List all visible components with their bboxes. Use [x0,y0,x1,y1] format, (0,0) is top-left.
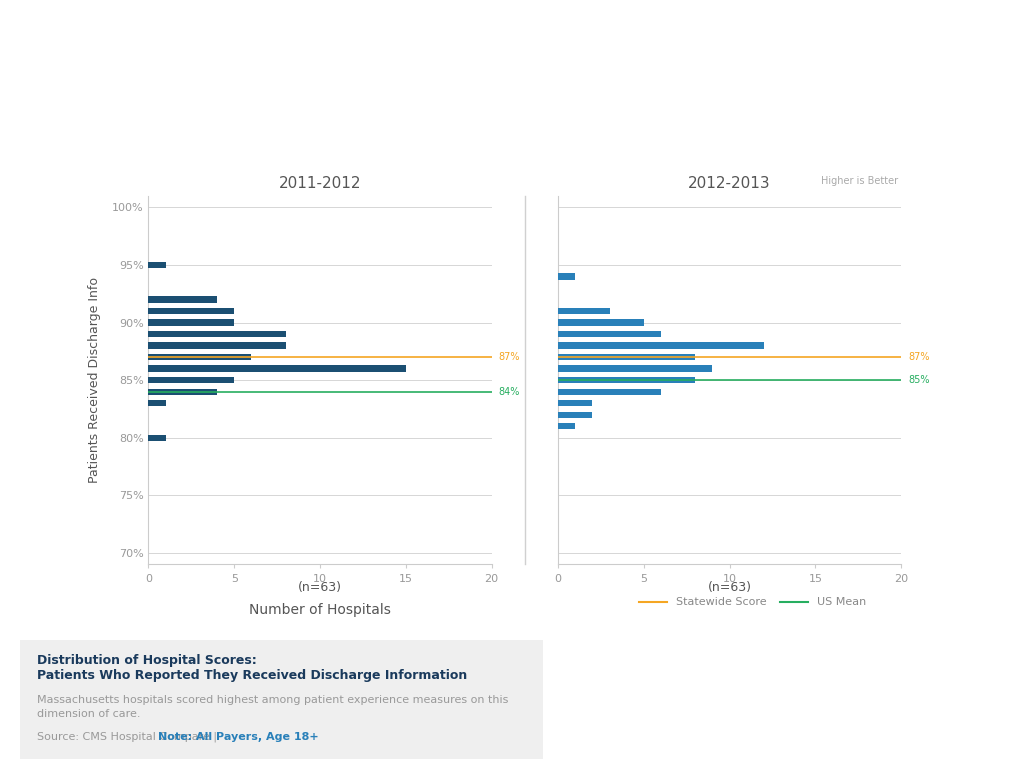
Text: Number of Hospitals: Number of Hospitals [249,604,391,617]
Bar [558,423,575,429]
Text: 85%: 85% [908,375,930,386]
Bar [148,262,166,268]
Bar [148,354,251,360]
Bar [148,400,166,406]
Bar [148,308,234,314]
Bar [558,412,592,418]
Text: Massachusetts hospitals scored highest among patient experience measures on this: Massachusetts hospitals scored highest a… [37,695,508,719]
Text: Source: CMS Hospital Compare |: Source: CMS Hospital Compare | [37,731,220,742]
Text: 87%: 87% [499,352,520,362]
Bar [558,343,764,349]
Text: Distribution of Hospital Scores:: Distribution of Hospital Scores: [37,654,257,667]
Bar [558,366,713,372]
Title: 2011-2012: 2011-2012 [279,176,361,190]
Bar [896,32,912,47]
Bar [148,366,406,372]
Bar [148,435,166,441]
Bar [558,377,695,383]
Bar [558,354,695,360]
Text: Higher is Better: Higher is Better [821,176,898,186]
Bar [558,331,662,337]
Bar [558,273,575,280]
Bar [558,389,662,395]
Title: 2012-2013: 2012-2013 [688,176,771,190]
Text: CHIA.: CHIA. [905,78,970,98]
Bar [148,389,217,395]
Bar [558,400,592,406]
Bar [148,377,234,383]
Y-axis label: Patients Received Discharge Info: Patients Received Discharge Info [88,277,101,483]
Bar [148,331,286,337]
Bar [963,32,979,47]
Bar [148,296,217,303]
Text: 87%: 87% [908,352,930,362]
Bar [929,32,946,47]
Bar [558,308,609,314]
Text: (n=63): (n=63) [708,581,752,594]
Bar [558,319,644,326]
Text: Note: All Payers, Age 18+: Note: All Payers, Age 18+ [158,732,318,742]
Bar [148,319,234,326]
Bar [148,343,286,349]
Text: Patients Who Reported They Received Discharge Information: Patients Who Reported They Received Disc… [37,669,467,682]
Text: (n=63): (n=63) [298,581,342,594]
Legend: Statewide Score, US Mean: Statewide Score, US Mean [635,593,870,612]
Text: 84%: 84% [499,386,520,397]
